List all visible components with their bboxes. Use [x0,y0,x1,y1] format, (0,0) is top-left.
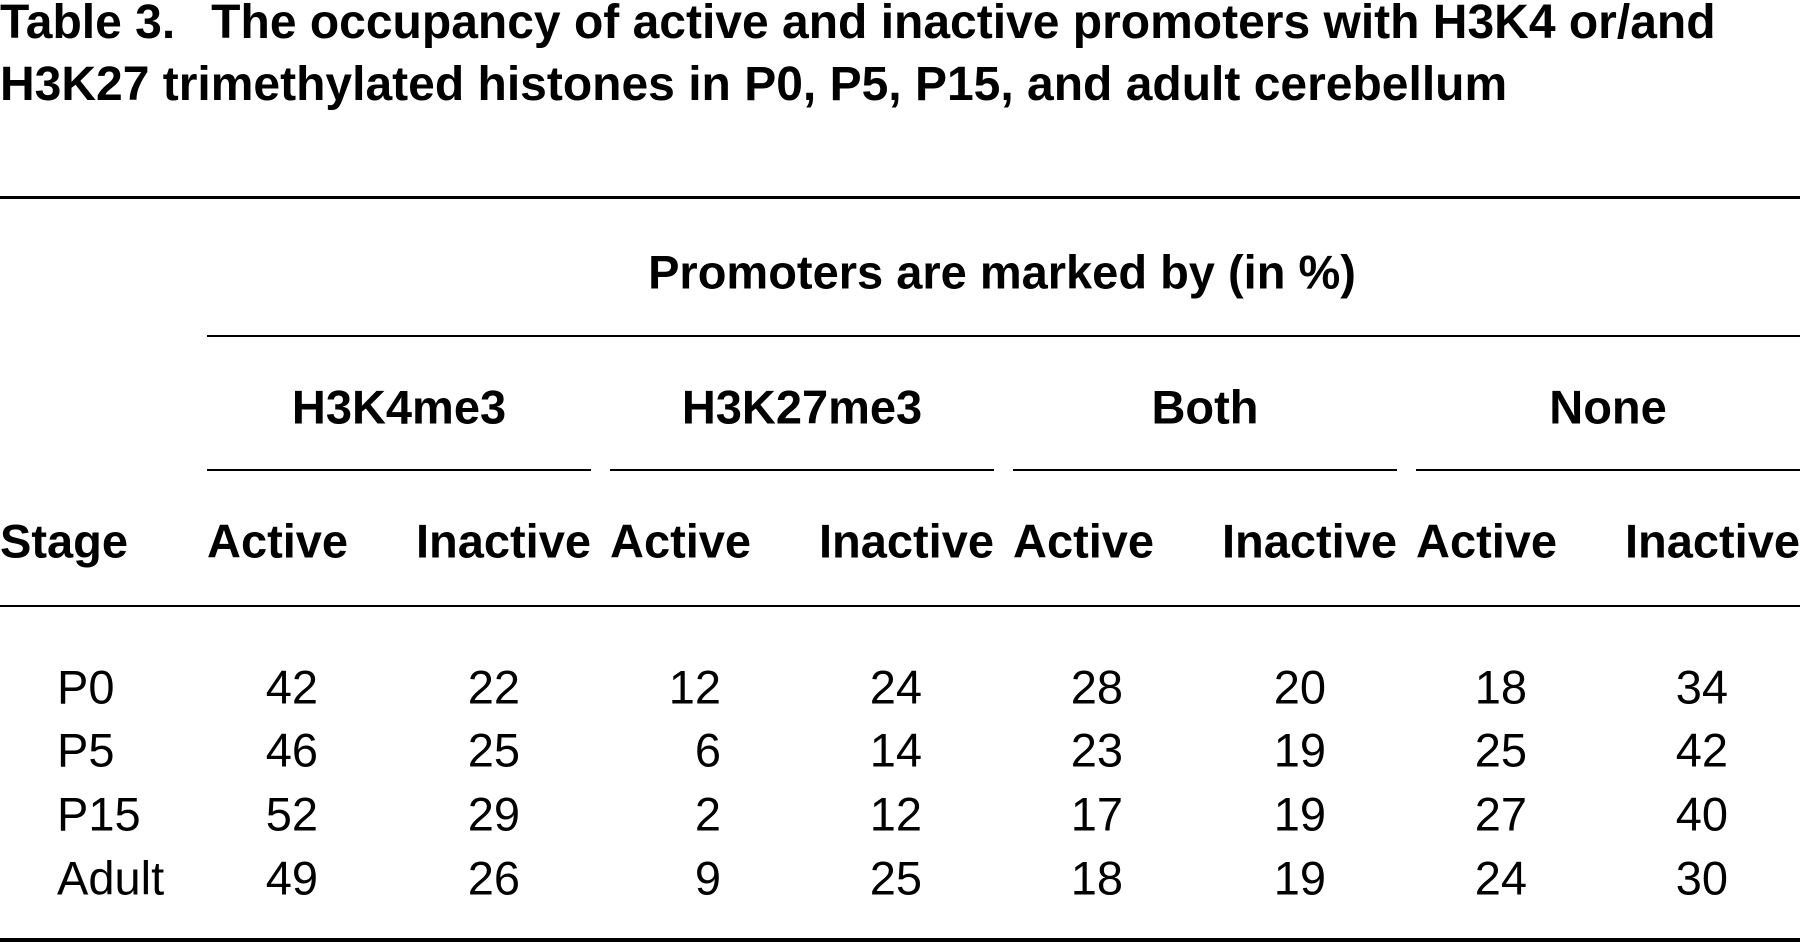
value-cell: 19 [1273,851,1326,905]
value-cell: 34 [1675,660,1728,714]
value-cell: 9 [694,851,721,905]
value-cell: 24 [1474,851,1527,905]
column-header: Inactive [1624,514,1800,568]
column-header: Inactive [1221,514,1397,568]
value-cell: 42 [265,660,318,714]
value-cell: 25 [1474,723,1527,777]
value-cell: 6 [694,723,721,777]
table-label: Table 3. [0,0,176,49]
value-cell: 18 [1070,851,1123,905]
value-cell: 29 [467,787,520,841]
table-title: The occupancy of active and inactive pro… [0,0,1716,111]
mark-rule [1013,469,1397,471]
column-header: Active [1416,514,1558,568]
value-cell: 23 [1070,723,1123,777]
column-header: Active [1013,514,1155,568]
mark-header: H3K4me3 [291,380,507,434]
top-rule [0,196,1800,199]
value-cell: 40 [1675,787,1728,841]
value-cell: 20 [1273,660,1326,714]
mark-header: Both [1151,380,1259,434]
group-rule [207,335,1800,337]
value-cell: 12 [668,660,721,714]
mark-header: None [1549,380,1667,434]
value-cell: 2 [694,787,721,841]
value-cell: 30 [1675,851,1728,905]
stage-cell: P15 [57,787,141,841]
mark-rule [1416,469,1800,471]
value-cell: 28 [1070,660,1123,714]
value-cell: 42 [1675,723,1728,777]
value-cell: 19 [1273,723,1326,777]
header-rule [0,605,1800,607]
stage-cell: Adult [57,851,165,905]
value-cell: 27 [1474,787,1527,841]
stage-header: Stage [0,514,128,568]
value-cell: 12 [869,787,922,841]
value-cell: 18 [1474,660,1527,714]
value-cell: 49 [265,851,318,905]
value-cell: 46 [265,723,318,777]
value-cell: 25 [467,723,520,777]
table-caption: Table 3. The occupancy of active and inac… [0,0,1760,116]
value-cell: 17 [1070,787,1123,841]
value-cell: 25 [869,851,922,905]
column-header: Inactive [818,514,994,568]
value-cell: 24 [869,660,922,714]
stage-cell: P5 [57,723,115,777]
value-cell: 26 [467,851,520,905]
mark-rule [610,469,994,471]
column-header: Active [610,514,752,568]
mark-header: H3K27me3 [681,380,923,434]
group-header: Promoters are marked by (in %) [648,245,1356,299]
value-cell: 19 [1273,787,1326,841]
column-header: Active [207,514,349,568]
value-cell: 22 [467,660,520,714]
value-cell: 52 [265,787,318,841]
column-header: Inactive [415,514,591,568]
stage-cell: P0 [57,660,115,714]
bottom-rule [0,938,1800,942]
value-cell: 14 [869,723,922,777]
mark-rule [207,469,591,471]
